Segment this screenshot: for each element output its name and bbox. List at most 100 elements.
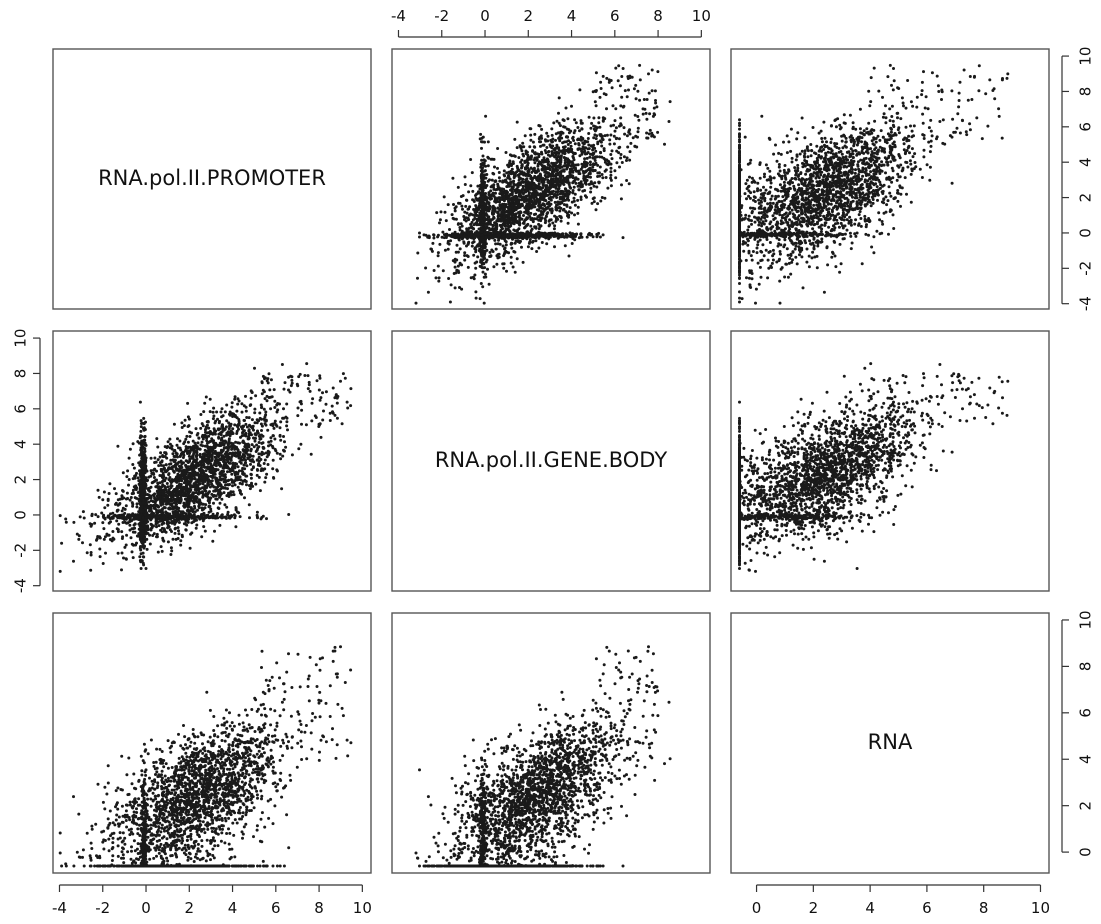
scatter-point <box>483 227 486 231</box>
scatter-point <box>929 129 933 133</box>
scatter-point <box>478 196 482 200</box>
scatter-point <box>645 117 649 121</box>
scatter-point <box>465 227 469 231</box>
scatter-point <box>759 204 763 208</box>
scatter-point <box>768 250 772 253</box>
scatter-point <box>564 192 568 196</box>
scatter-point <box>806 224 810 228</box>
scatter-point <box>592 136 596 140</box>
scatter-point <box>597 116 601 120</box>
scatter-point <box>486 179 490 183</box>
scatter-point <box>546 232 550 236</box>
scatter-point <box>911 104 915 108</box>
scatter-point <box>495 262 499 266</box>
scatter-point <box>545 131 549 135</box>
scatter-point <box>750 277 754 281</box>
scatter-point <box>636 135 639 139</box>
scatter-point <box>556 193 560 197</box>
scatter-point <box>539 192 542 196</box>
scatter-point <box>793 169 797 173</box>
scatter-point <box>505 185 509 189</box>
scatter-point <box>496 166 499 170</box>
scatter-point <box>800 116 804 120</box>
scatter-point <box>582 175 586 179</box>
scatter-point <box>628 158 632 162</box>
scatter-point <box>890 166 894 170</box>
scatter-point <box>540 127 544 131</box>
scatter-point <box>522 171 526 175</box>
scatter-point <box>529 229 533 233</box>
scatter-point <box>591 169 595 173</box>
scatter-point <box>520 149 524 153</box>
scatter-point <box>912 124 916 128</box>
scatter-point <box>811 250 815 254</box>
scatter-point <box>540 150 543 154</box>
scatter-point <box>563 151 567 155</box>
scatter-point <box>580 127 584 131</box>
scatter-point <box>416 276 419 280</box>
scatter-point <box>769 181 773 185</box>
scatter-point <box>960 118 964 122</box>
scatter-point <box>493 238 497 242</box>
scatter-point <box>467 218 471 222</box>
scatter-point <box>414 301 418 305</box>
scatter-point <box>638 78 642 82</box>
scatter-point <box>613 119 617 123</box>
scatter-point <box>595 185 599 189</box>
scatter-point <box>594 137 598 141</box>
scatter-point <box>484 260 488 264</box>
scatter-point <box>508 161 511 165</box>
scatter-point <box>514 171 518 175</box>
scatter-point <box>807 222 811 225</box>
scatter-point <box>587 143 591 147</box>
scatter-point <box>839 217 843 221</box>
scatter-point <box>605 107 608 111</box>
scatter-point <box>479 226 483 230</box>
scatter-point <box>556 236 560 240</box>
scatter-point <box>884 104 887 108</box>
scatter-point <box>468 231 472 235</box>
scatter-point <box>988 78 992 82</box>
scatter-point <box>591 153 595 157</box>
scatter-point <box>897 175 901 179</box>
scatter-point <box>608 138 612 142</box>
scatter-point <box>636 130 640 134</box>
scatter-point <box>889 151 893 155</box>
scatter-point <box>510 234 514 238</box>
scatter-point <box>484 204 487 208</box>
scatter-point <box>910 135 914 139</box>
scatter-point <box>444 232 448 236</box>
scatter-point <box>525 208 529 212</box>
scatter-point <box>571 189 575 192</box>
scatter-point <box>562 169 566 173</box>
scatter-point <box>755 246 759 250</box>
scatter-point <box>950 181 954 185</box>
scatter-point <box>488 197 492 201</box>
scatter-point <box>652 112 656 116</box>
scatter-point <box>951 117 955 121</box>
scatter-point <box>463 183 467 186</box>
scatter-point <box>809 143 813 146</box>
scatter-point <box>583 189 587 192</box>
scatter-point <box>446 203 450 207</box>
scatter-point <box>757 282 761 286</box>
scatter-point <box>523 161 527 164</box>
scatter-point <box>424 266 428 270</box>
scatter-point <box>778 301 782 305</box>
scatter-point <box>829 141 833 144</box>
scatter-point <box>757 198 761 202</box>
scatter-point <box>904 106 908 110</box>
scatter-point <box>899 163 903 167</box>
scatter-point <box>546 235 550 239</box>
scatter-point <box>622 126 626 130</box>
scatter-point <box>843 204 847 208</box>
scatter-point <box>500 187 504 191</box>
scatter-point <box>554 165 558 169</box>
scatter-point <box>453 206 457 210</box>
scatter-point <box>490 178 494 182</box>
scatter-point <box>531 240 534 244</box>
scatter-point <box>496 256 500 260</box>
scatter-point <box>426 290 430 294</box>
scatter-point <box>507 225 511 229</box>
scatter-point <box>508 181 512 185</box>
